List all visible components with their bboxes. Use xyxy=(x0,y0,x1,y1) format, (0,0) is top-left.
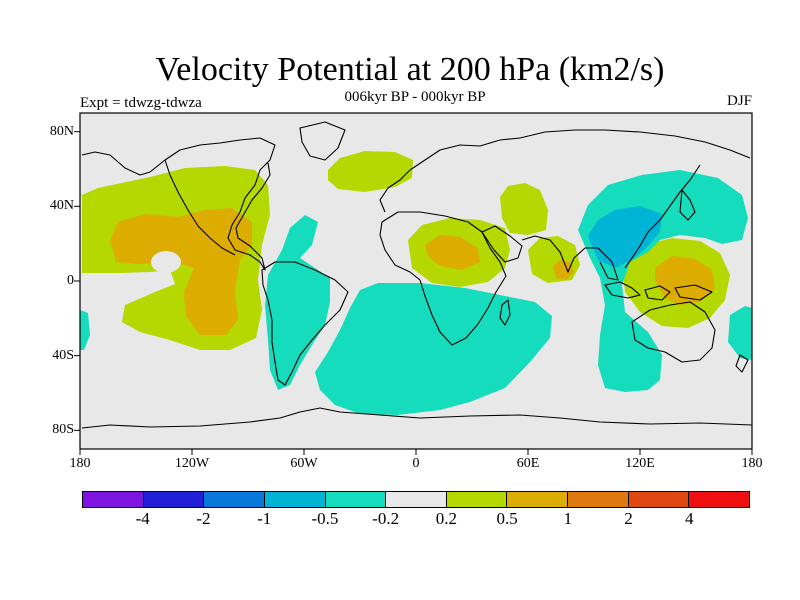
coast-africa xyxy=(379,211,507,346)
positive-region-arabia xyxy=(500,183,548,235)
coastlines xyxy=(81,121,752,429)
coast-westcoast xyxy=(164,159,236,256)
colorbar-label: 0.2 xyxy=(435,509,457,528)
strong-negative-asia xyxy=(588,206,662,268)
lat-label: 80N xyxy=(49,123,74,139)
coast-japan xyxy=(679,189,696,221)
colorbar-swatch xyxy=(628,492,690,507)
colorbar-swatch xyxy=(386,492,447,507)
neutral-gap xyxy=(151,251,181,273)
colorbar-swatch xyxy=(204,492,265,507)
colorbar xyxy=(82,491,750,508)
strong-positive-africa xyxy=(425,235,480,270)
positive-region-northatlantic xyxy=(328,151,413,192)
latitude-tick-marks xyxy=(74,131,80,431)
lat-label: 0 xyxy=(67,273,74,288)
plot-title: Velocity Potential at 200 hPa (km2/s) xyxy=(155,51,665,88)
colorbar-label: -2 xyxy=(196,509,211,528)
lat-label: 80S xyxy=(52,422,74,438)
colorbar-label: -1 xyxy=(257,509,272,528)
colorbar-swatch xyxy=(83,492,144,507)
coast-europe xyxy=(379,137,521,213)
negative-region-westedge xyxy=(80,310,90,350)
coast-eastasia xyxy=(519,129,751,269)
colorbar-swatch xyxy=(264,492,326,507)
coast-newzealand xyxy=(735,354,749,373)
colorbar-label: -4 xyxy=(135,509,150,528)
lat-label: 40N xyxy=(49,198,74,214)
coast-southasia xyxy=(521,235,619,281)
coast-australia xyxy=(631,301,716,363)
coast-northamerica xyxy=(81,137,276,271)
negative-region-southamerica xyxy=(265,215,330,390)
coast-arabia xyxy=(481,225,523,263)
lon-label: 60E xyxy=(516,456,540,471)
lat-label: 40S xyxy=(52,347,74,363)
lon-label: 0 xyxy=(412,456,420,471)
negative-region-southatlantic xyxy=(315,283,552,415)
colorbar-label: 2 xyxy=(624,509,633,528)
coast-greenland xyxy=(299,121,346,161)
lon-label: 120E xyxy=(625,456,655,471)
lon-label: 180 xyxy=(69,456,91,471)
strong-positive-small xyxy=(553,260,574,280)
colorbar-swatch xyxy=(325,492,387,507)
colorbar-label: 0.5 xyxy=(496,509,518,528)
colorbar-swatch xyxy=(689,492,750,507)
colorbar-swatch xyxy=(446,492,508,507)
colorbar-swatch xyxy=(507,492,569,507)
coast-maritime xyxy=(604,281,713,301)
colorbar-label: -0.2 xyxy=(372,509,400,528)
colorbar-label: 4 xyxy=(685,509,694,528)
strong-positive-americas xyxy=(110,208,252,335)
coast-southamerica xyxy=(261,261,349,386)
lon-label: 180 xyxy=(741,456,763,471)
longitude-tick-marks xyxy=(79,449,753,455)
colorbar-swatch xyxy=(568,492,629,507)
negative-region-eastedge xyxy=(728,306,752,360)
coast-madagascar xyxy=(499,299,511,326)
lon-label: 120W xyxy=(174,456,210,471)
colorbar-label: -0.5 xyxy=(311,509,339,528)
season-label: DJF xyxy=(726,93,752,109)
colorbar-swatch xyxy=(143,492,205,507)
experiment-label: Expt = tdwzg-tdwza xyxy=(80,95,202,111)
plot-subtitle: 006kyr BP - 000kyr BP xyxy=(344,89,486,105)
coast-antarctica xyxy=(81,407,752,429)
lon-label: 60W xyxy=(290,456,318,471)
colorbar-label: 1 xyxy=(563,509,573,528)
